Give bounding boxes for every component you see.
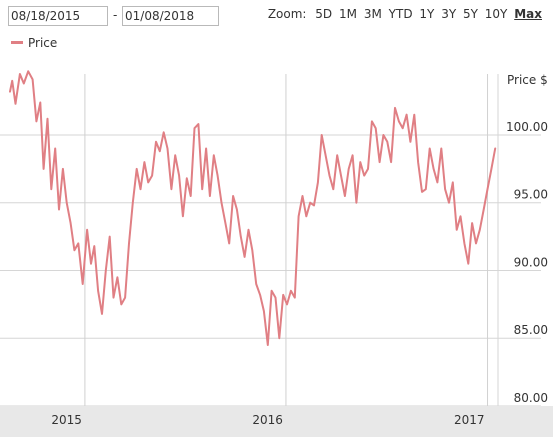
legend-label-price: Price (28, 36, 58, 50)
zoom-1y-button[interactable]: 1Y (419, 7, 435, 21)
date-to-input[interactable]: 01/08/2018 (122, 6, 219, 26)
x-tick-label: 2015 (51, 413, 82, 427)
zoom-10y-button[interactable]: 10Y (484, 7, 508, 21)
y-tick-label: 95.00 (514, 188, 548, 202)
grid (0, 74, 541, 437)
zoom-label: Zoom: (267, 7, 307, 21)
axes: 80.00 85.00 90.00 95.00 100.00 2015 2016 2017 (0, 120, 553, 437)
zoom-5y-button[interactable]: 5Y (462, 7, 478, 21)
zoom-bar: Zoom: 5D 1M 3M YTD 1Y 3Y 5Y 10Y Max (268, 7, 542, 21)
series-layer (9, 70, 497, 346)
zoom-ytd-button[interactable]: YTD (388, 7, 413, 21)
y-tick-label: 80.00 (514, 391, 548, 405)
x-tick-label: 2017 (454, 413, 485, 427)
y-tick-label: 90.00 (514, 255, 548, 269)
legend[interactable]: Price (11, 36, 57, 50)
zoom-3y-button[interactable]: 3Y (441, 7, 457, 21)
x-axis-strip (0, 406, 553, 437)
price-series-line[interactable] (9, 70, 497, 346)
zoom-1m-button[interactable]: 1M (339, 7, 357, 21)
y-axis-title: Price $ (507, 73, 548, 87)
y-tick-label: 100.00 (506, 120, 548, 134)
zoom-3m-button[interactable]: 3M (363, 7, 382, 21)
date-from-input[interactable]: 08/18/2015 (8, 6, 108, 26)
x-tick-label: 2016 (252, 413, 283, 427)
y-tick-label: 85.00 (514, 323, 548, 337)
date-range-separator: - (113, 8, 118, 22)
legend-swatch (11, 41, 23, 44)
zoom-max-button[interactable]: Max (514, 7, 542, 21)
zoom-5d-button[interactable]: 5D (315, 7, 333, 21)
